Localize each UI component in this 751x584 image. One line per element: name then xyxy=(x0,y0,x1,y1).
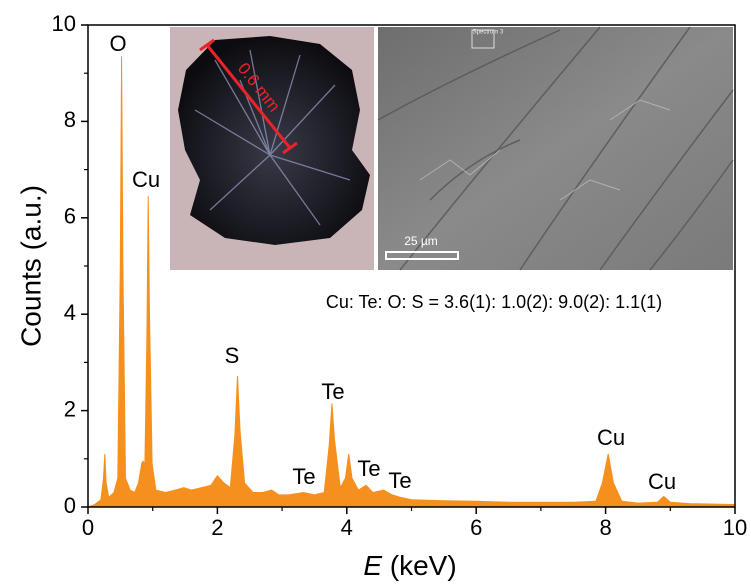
x-axis-label: E (keV) xyxy=(363,550,456,581)
x-tick-label: 2 xyxy=(211,515,223,540)
x-axis-symbol: E xyxy=(363,550,382,581)
peak-label: Te xyxy=(388,468,411,493)
annotation: Cu: Te: O: S = 3.6(1): 1.0(2): 9.0(2): 1… xyxy=(326,292,662,312)
y-axis-label: Counts (a.u.) xyxy=(15,185,46,347)
peak-label: Cu xyxy=(132,167,160,192)
y-tick-label: 6 xyxy=(64,204,76,229)
peak-label: Te xyxy=(357,456,380,481)
x-tick-label: 8 xyxy=(599,515,611,540)
peak-label: Cu xyxy=(648,469,676,494)
photo-inset: 0.6 mm xyxy=(170,27,374,270)
x-tick-label: 0 xyxy=(82,515,94,540)
y-tick-label: 8 xyxy=(64,107,76,132)
x-axis-unit: (keV) xyxy=(390,550,457,581)
spectrum-label: Spectrum 3 xyxy=(473,30,504,36)
y-tick-label: 2 xyxy=(64,396,76,421)
peak-label: S xyxy=(225,343,240,368)
sem-inset: Spectrum 3 25 µm xyxy=(377,26,734,271)
y-tick-label: 10 xyxy=(52,11,76,36)
peak-label: Cu xyxy=(597,425,625,450)
scale-label: 25 µm xyxy=(404,234,438,248)
x-tick-label: 4 xyxy=(341,515,353,540)
peak-label: Te xyxy=(292,464,315,489)
peak-label: O xyxy=(109,31,126,56)
y-tick-label: 4 xyxy=(64,300,76,325)
x-tick-label: 6 xyxy=(470,515,482,540)
peak-label: Te xyxy=(321,379,344,404)
y-tick-label: 0 xyxy=(64,493,76,518)
x-tick-label: 10 xyxy=(723,515,747,540)
spectrum-area xyxy=(87,56,736,508)
